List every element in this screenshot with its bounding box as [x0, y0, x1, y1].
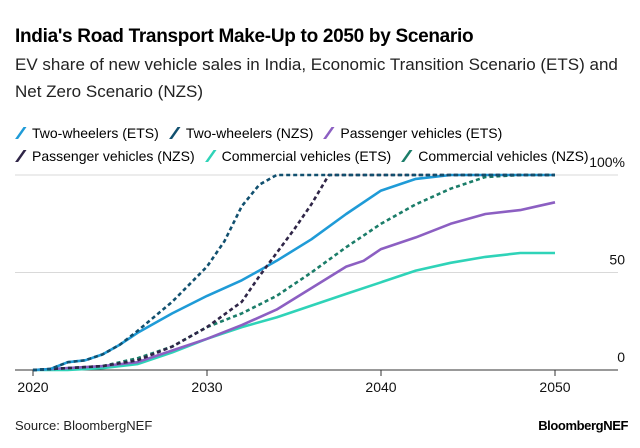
legend-item: Commercial vehicles (ETS) — [204, 145, 392, 168]
y-tick-label: 50 — [609, 252, 625, 268]
legend-label: Commercial vehicles (ETS) — [221, 147, 392, 164]
y-tick-label: 0 — [617, 349, 625, 365]
x-tick-label: 2020 — [17, 379, 48, 395]
legend-item: Two-wheelers (NZS) — [168, 122, 314, 145]
x-tick-label: 2030 — [191, 379, 222, 395]
bloomberg-logo: BloombergNEF — [538, 418, 628, 433]
legend-item: Two-wheelers (ETS) — [15, 122, 159, 145]
x-tick-label: 2040 — [365, 379, 396, 395]
legend-item: Passenger vehicles (NZS) — [15, 145, 195, 168]
legend: Two-wheelers (ETS) Two-wheelers (NZS) Pass… — [15, 122, 635, 167]
legend-item: Passenger vehicles (ETS) — [323, 122, 502, 145]
series-line-commercial-vehicles-ets — [33, 251, 555, 372]
legend-label: Two-wheelers (ETS) — [32, 125, 159, 141]
legend-item: Commercial vehicles (NZS) — [401, 145, 589, 168]
source-note: Source: BloombergNEF — [15, 418, 153, 433]
legend-label: Commercial vehicles (NZS) — [418, 147, 589, 164]
x-tick-label: 2050 — [539, 379, 570, 395]
series-line-passenger-vehicles-ets — [32, 201, 556, 372]
legend-label: Two-wheelers (NZS) — [185, 125, 314, 141]
chart-title: India's Road Transport Make-Up to 2050 b… — [15, 26, 474, 47]
legend-label: Passenger vehicles (NZS) — [32, 147, 195, 164]
legend-label: Passenger vehicles (ETS) — [340, 125, 503, 141]
chart-subtitle: EV share of new vehicle sales in India, … — [15, 55, 618, 101]
y-tick-label: 100% — [589, 154, 625, 170]
